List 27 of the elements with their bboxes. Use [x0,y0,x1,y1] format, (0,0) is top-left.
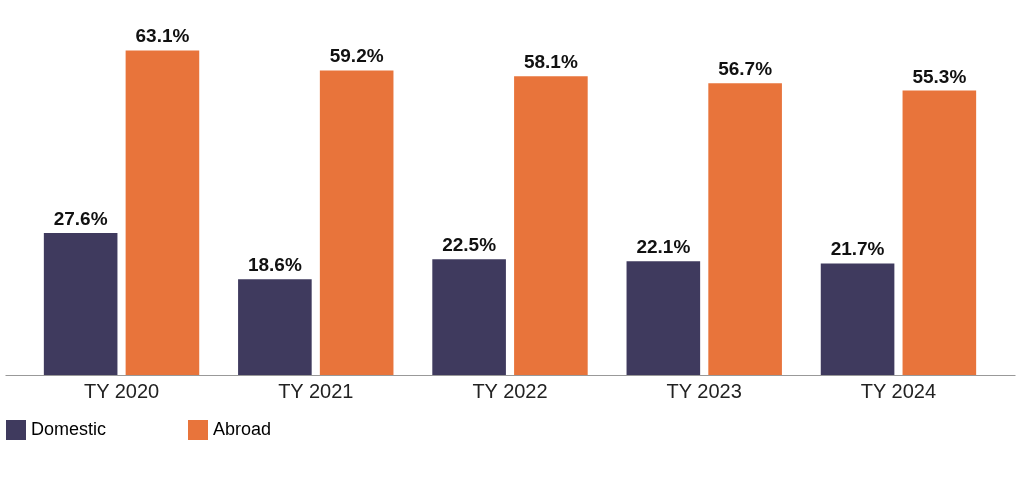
legend-label: Abroad [213,419,272,439]
bar [238,279,312,375]
data-label: 27.6% [53,208,108,230]
data-label: 18.6% [247,254,302,276]
bar [820,263,895,375]
bar [514,76,588,375]
data-label: 21.7% [830,238,885,260]
bar [708,83,782,375]
legend-label: Domestic [31,419,107,439]
data-label: 63.1% [135,25,190,47]
bar [125,50,200,375]
bar [432,259,506,375]
x-tick-label: TY 2022 [472,379,548,402]
bar [43,233,118,375]
bar [902,90,977,375]
x-tick-label: TY 2024 [860,379,937,402]
data-label: 56.7% [718,58,773,80]
data-label: 22.5% [442,234,497,256]
data-label: 58.1% [523,51,578,73]
data-label: 55.3% [912,65,967,87]
x-tick-label: TY 2020 [83,379,160,402]
data-label: 59.2% [329,45,384,67]
data-label: 22.1% [636,236,691,258]
bar [626,261,701,375]
x-tick-label: TY 2023 [666,379,742,402]
bar [319,70,394,375]
x-tick-label: TY 2021 [278,379,354,402]
